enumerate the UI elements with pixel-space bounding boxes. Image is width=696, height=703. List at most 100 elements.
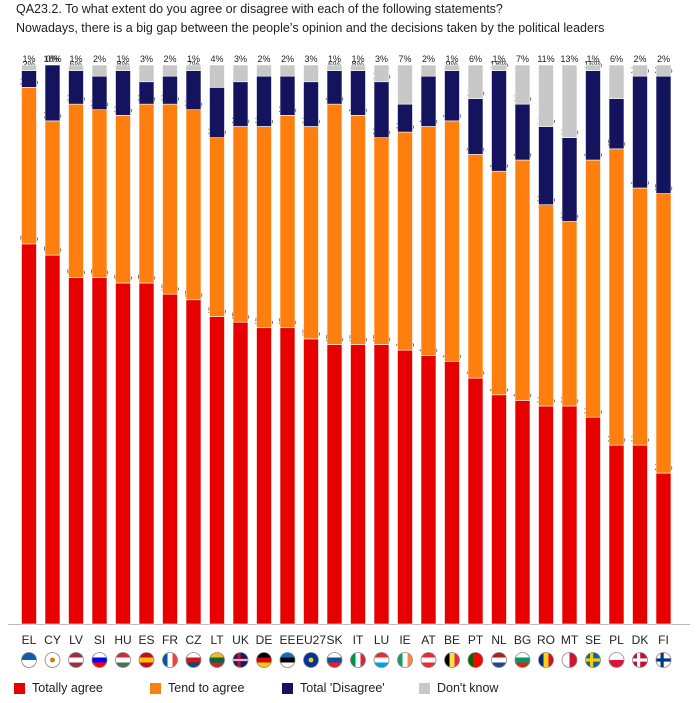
flag-de-icon xyxy=(256,652,272,668)
bar-totally-agree-be xyxy=(444,360,460,625)
legend-swatch-totally-agree xyxy=(14,682,25,694)
label-don-t-know-de: 2% xyxy=(257,54,270,64)
bar-totally-agree-mt xyxy=(561,405,578,625)
flag-fr-icon xyxy=(162,652,178,668)
flag-stripe-it-2 xyxy=(360,652,366,668)
bar-don-t-know-sk xyxy=(326,64,343,71)
label-don-t-know-mt: 13% xyxy=(560,54,578,64)
bar-don-t-know-lu xyxy=(373,64,390,83)
flag-emblem-cy xyxy=(50,657,55,663)
bar-don-t-know-at xyxy=(420,64,437,77)
flag-fi-icon xyxy=(656,652,671,668)
flag-stripe-at-1 xyxy=(421,657,436,663)
bar-tend-to-agree-lt xyxy=(209,137,225,317)
flag-ring-fi xyxy=(655,652,672,668)
label-don-t-know-pl: 6% xyxy=(610,54,623,64)
flag-ring-mt xyxy=(561,652,578,668)
flag-stripe-ro-0 xyxy=(538,652,544,668)
flag-stripe-pt-0 xyxy=(468,652,474,668)
flag-stripe-at-2 xyxy=(421,662,436,668)
label-don-t-know-eu27: 3% xyxy=(304,54,317,64)
bar-total-disagree-ee xyxy=(279,75,296,116)
bar-don-t-know-cz xyxy=(185,64,202,71)
bar-totally-agree-ee xyxy=(279,327,296,625)
flag-stripe-ee-0 xyxy=(280,652,295,658)
flag-stripe-fr-0 xyxy=(162,652,168,668)
flag-stripe-hu-1 xyxy=(115,657,131,663)
flag-at-icon xyxy=(421,652,436,668)
bar-tend-to-agree-lv xyxy=(68,103,84,278)
label-don-t-know-nl: 1% xyxy=(492,54,505,64)
flag-ring-ee xyxy=(279,652,296,668)
flag-stripe-el-0 xyxy=(21,652,37,661)
tick-label-at: AT xyxy=(421,633,436,647)
flag-stripe-be-2 xyxy=(454,652,460,668)
label-don-t-know-sk: 1% xyxy=(328,54,341,64)
label-don-t-know-pt: 6% xyxy=(469,54,482,64)
flag-ring-pl xyxy=(608,652,625,668)
flag-ring-de xyxy=(256,652,272,668)
bar-total-disagree-sk xyxy=(326,70,343,105)
bar-tend-to-agree-be xyxy=(444,120,460,362)
label-total-disagree-el: 3% xyxy=(22,60,35,70)
flag-stripe-hu-0 xyxy=(115,652,131,658)
flag-ro-icon xyxy=(538,652,554,668)
bar-don-t-know-mt xyxy=(561,64,578,138)
bar-total-disagree-at xyxy=(420,75,437,127)
bar-total-disagree-dk xyxy=(632,75,648,189)
bar-totally-agree-it xyxy=(350,344,366,625)
flag-dk-icon xyxy=(632,652,648,668)
flag-stripe-lu-1 xyxy=(374,657,389,663)
tick-label-pl: PL xyxy=(609,633,624,647)
tick-label-se: SE xyxy=(585,633,601,647)
flag-stripe-nl-0 xyxy=(491,652,507,658)
bar-tend-to-agree-at xyxy=(420,126,437,356)
label-total-disagree-cz: 7% xyxy=(187,60,200,70)
bar-don-t-know-el xyxy=(21,64,37,71)
tick-label-uk: UK xyxy=(232,633,249,647)
tick-label-sk: SK xyxy=(326,633,342,647)
flag-stripe-ee-1 xyxy=(280,657,295,663)
bar-total-disagree-si xyxy=(91,75,108,111)
flag-es-icon xyxy=(139,652,154,668)
flag-stripe-si-2 xyxy=(92,662,107,668)
flag-stripe-ie-1 xyxy=(402,652,408,668)
bar-tend-to-agree-sk xyxy=(326,103,343,345)
bar-totally-agree-fr xyxy=(162,293,178,625)
flag-hu-icon xyxy=(115,652,131,668)
flag-stripe-nl-1 xyxy=(491,657,507,663)
flag-sk-icon xyxy=(327,652,342,668)
bar-total-disagree-se xyxy=(585,70,601,161)
flag-stripe-be-1 xyxy=(449,652,455,668)
flag-lv-icon xyxy=(68,652,84,668)
label-don-t-know-dk: 2% xyxy=(633,54,646,64)
label-don-t-know-fi: 2% xyxy=(657,54,670,64)
flag-stripe-ee-2 xyxy=(280,662,295,668)
flag-stripe-fr-1 xyxy=(167,652,173,668)
bar-totally-agree-si xyxy=(91,277,108,625)
flag-cz-icon xyxy=(186,652,201,668)
flag-stripe-ie-2 xyxy=(407,652,413,668)
flag-stripe-si-0 xyxy=(92,652,107,658)
label-total-disagree-it: 8% xyxy=(351,60,364,70)
tick-label-dk: DK xyxy=(632,633,649,647)
bar-totally-agree-sk xyxy=(326,344,343,625)
flag-stripe-sk-2 xyxy=(327,662,342,668)
tick-label-el: EL xyxy=(22,633,37,647)
bar-totally-agree-uk xyxy=(232,321,249,625)
bar-totally-agree-fi xyxy=(655,472,672,625)
bar-tend-to-agree-fi xyxy=(655,193,672,474)
label-don-t-know-at: 2% xyxy=(422,54,435,64)
flag-ring-at xyxy=(420,652,437,668)
bar-don-t-know-dk xyxy=(632,64,648,77)
flag-cross-inner-h-uk xyxy=(233,659,248,661)
bar-total-disagree-mt xyxy=(561,137,578,222)
flag-stripe-pt-1 xyxy=(473,652,479,668)
bar-don-t-know-ee xyxy=(279,64,296,77)
bar-don-t-know-fi xyxy=(655,64,672,77)
label-don-t-know-uk: 3% xyxy=(234,54,247,64)
bar-tend-to-agree-si xyxy=(91,109,108,278)
label-don-t-know-cz: 1% xyxy=(187,54,200,64)
bar-totally-agree-se xyxy=(585,416,601,625)
flag-uk-icon xyxy=(233,652,248,668)
